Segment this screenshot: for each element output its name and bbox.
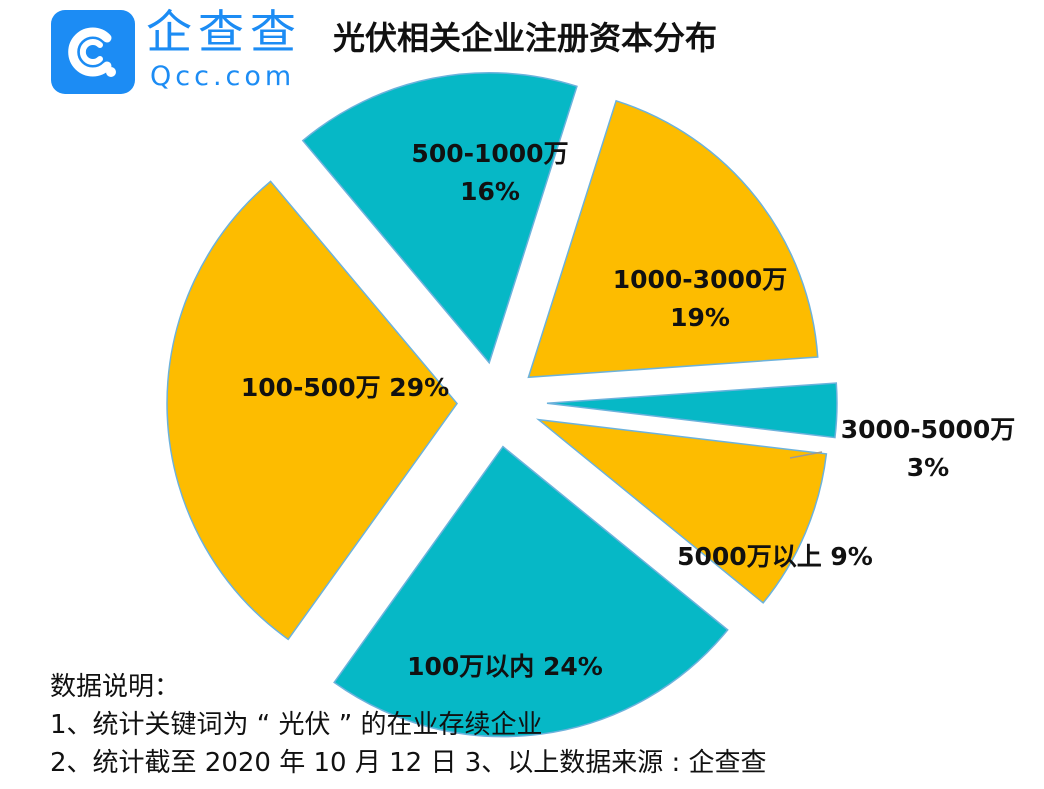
qcc-logo-icon xyxy=(51,10,135,94)
brand-name-cn: 企查查 xyxy=(146,5,302,59)
slice-label: 5000万以上 9% xyxy=(677,542,873,571)
slice-label: 3000-5000万 3% xyxy=(841,415,1016,482)
pie-slice xyxy=(535,418,828,604)
pie-slice xyxy=(527,99,819,379)
chart-title: 光伏相关企业注册资本分布 xyxy=(333,19,718,57)
slice-label: 1000-3000万 19% xyxy=(613,265,788,332)
notes-heading: 数据说明： xyxy=(50,672,181,702)
data-notes: 数据说明： 1、统计关键词为 “ 光伏 ” 的在业存续企业 2、统计截至 202… xyxy=(50,668,767,782)
pie-slice xyxy=(546,382,838,439)
slice-label: 100-500万 29% xyxy=(241,373,449,402)
pie-slice xyxy=(301,72,578,365)
brand-name-en: Qcc.com xyxy=(150,61,296,92)
slice-label: 500-1000万 16% xyxy=(411,139,568,206)
label-leader-line xyxy=(789,451,823,459)
slice-label: 100万以内 24% xyxy=(407,652,603,681)
pie-slice xyxy=(166,180,458,641)
notes-line-2: 2、统计截至 2020 年 10 月 12 日 3、以上数据来源 : 企查查 xyxy=(50,748,767,778)
notes-line-1: 1、统计关键词为 “ 光伏 ” 的在业存续企业 xyxy=(50,710,543,740)
pie-slice xyxy=(333,445,729,738)
